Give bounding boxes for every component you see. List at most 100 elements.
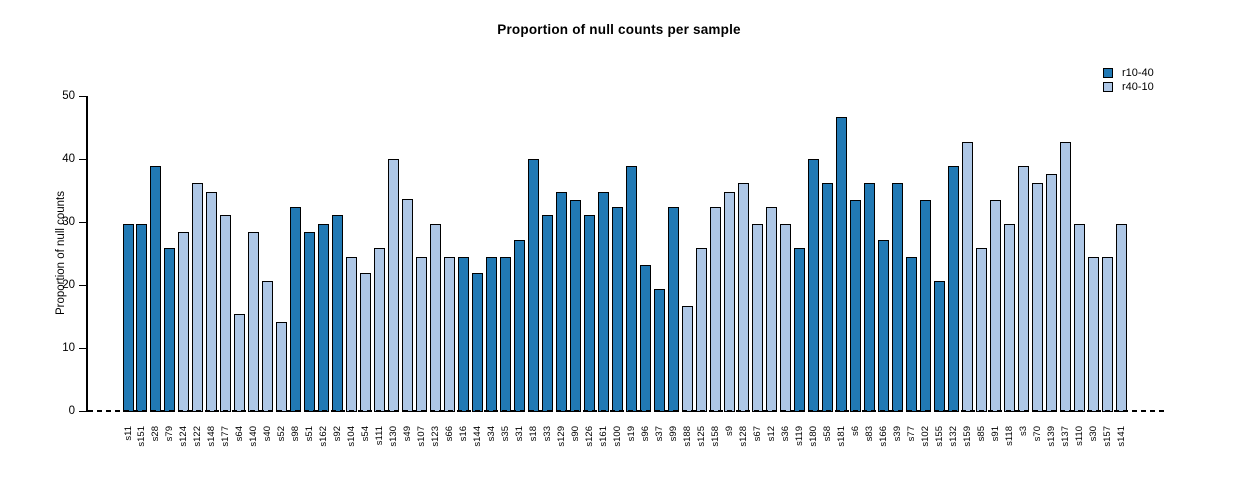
x-tick-label-s70: s70: [1031, 426, 1043, 442]
bar-s124: [178, 232, 190, 412]
bar-s119: [794, 248, 806, 412]
x-tick-label-s151: s151: [136, 426, 148, 447]
x-tick-label-s36: s36: [780, 426, 792, 442]
legend-item-r10-40: r10-40: [1103, 66, 1154, 80]
legend-label-r40-10: r40-10: [1122, 80, 1154, 93]
x-tick-label-s9: s9: [724, 426, 736, 437]
y-tick-label-20: 20: [62, 279, 75, 292]
y-tick-label-50: 50: [62, 90, 75, 103]
x-tick-label-s91: s91: [989, 426, 1001, 442]
x-tick-label-s166: s166: [877, 426, 889, 447]
bar-s51: [304, 232, 316, 412]
x-tick-label-s122: s122: [192, 426, 204, 447]
bar-s92: [332, 215, 344, 412]
x-tick-label-s107: s107: [416, 426, 428, 447]
y-tick-label-30: 30: [62, 216, 75, 229]
x-tick-label-s12: s12: [766, 426, 778, 442]
x-tick-label-s64: s64: [234, 426, 246, 442]
bar-s118: [1003, 224, 1015, 412]
bar-s188: [682, 306, 694, 412]
x-tick-label-s111: s111: [374, 426, 386, 446]
bar-s126: [584, 215, 596, 412]
bar-s130: [388, 158, 400, 412]
x-tick-label-s54: s54: [360, 426, 372, 442]
x-tick-label-s19: s19: [626, 426, 638, 442]
x-tick-label-s161: s161: [598, 426, 610, 447]
x-tick-label-s39: s39: [891, 426, 903, 442]
bar-s159: [961, 142, 973, 412]
x-tick-label-s140: s140: [248, 426, 260, 447]
bar-s177: [220, 215, 232, 412]
x-tick-label-s85: s85: [975, 426, 987, 442]
bar-s64: [234, 314, 246, 412]
x-tick-label-s83: s83: [863, 426, 875, 442]
x-tick-label-s110: s110: [1073, 426, 1085, 446]
bar-s83: [863, 182, 875, 412]
bar-s33: [542, 215, 554, 412]
x-tick-label-s98: s98: [290, 426, 302, 442]
bar-s111: [374, 248, 386, 412]
x-tick-label-s141: s141: [1115, 426, 1127, 447]
legend-swatch-r10-40: [1103, 68, 1113, 78]
bar-s158: [710, 207, 722, 412]
bar-s110: [1073, 224, 1085, 412]
bar-s140: [248, 232, 260, 412]
bar-s166: [877, 240, 889, 412]
bar-s37: [654, 289, 666, 412]
x-tick-label-s177: s177: [220, 426, 232, 447]
y-tick-50: [79, 95, 87, 98]
x-tick-label-s155: s155: [933, 426, 945, 447]
bar-s125: [696, 248, 708, 412]
y-tick-0: [79, 410, 87, 413]
y-tick-20: [79, 284, 87, 287]
x-tick-label-s16: s16: [458, 426, 470, 442]
bar-s155: [933, 280, 945, 412]
bar-s3: [1017, 166, 1029, 412]
x-tick-label-s35: s35: [500, 426, 512, 442]
bar-s30: [1087, 257, 1099, 412]
bar-s122: [192, 182, 204, 412]
bar-s85: [975, 248, 987, 412]
bar-s162: [318, 223, 330, 412]
x-tick-label-s158: s158: [710, 426, 722, 447]
x-tick-label-s67: s67: [752, 426, 764, 442]
bar-s96: [640, 264, 652, 412]
x-tick-label-s123: s123: [430, 426, 442, 447]
bar-s132: [947, 166, 959, 412]
x-tick-label-s77: s77: [905, 426, 917, 442]
x-tick-label-s125: s125: [696, 426, 708, 447]
bar-s161: [598, 191, 610, 412]
bar-s70: [1031, 182, 1043, 412]
bar-s180: [808, 158, 819, 412]
x-tick-label-s148: s148: [206, 426, 218, 447]
bar-s54: [360, 272, 372, 412]
legend-label-r10-40: r10-40: [1122, 66, 1154, 79]
x-tick-label-s34: s34: [486, 426, 498, 442]
bar-s77: [905, 257, 917, 412]
bar-s139: [1045, 174, 1057, 412]
bar-s34: [486, 257, 498, 412]
bar-s11: [122, 224, 134, 412]
bar-s99: [668, 207, 680, 412]
y-tick-label-0: 0: [68, 405, 75, 418]
bar-s91: [989, 199, 1001, 412]
x-tick-label-s100: s100: [612, 426, 624, 447]
x-tick-label-s188: s188: [682, 426, 694, 447]
x-tick-label-s92: s92: [332, 426, 344, 442]
x-tick-label-s96: s96: [640, 426, 652, 442]
bar-s100: [612, 207, 624, 412]
x-tick-label-s104: s104: [346, 426, 358, 447]
legend-swatch-r40-10: [1103, 82, 1113, 92]
bar-s128: [738, 182, 750, 412]
bar-s123: [430, 224, 442, 412]
x-tick-label-s129: s129: [556, 426, 568, 447]
x-tick-label-s30: s30: [1087, 426, 1099, 442]
bar-s144: [472, 272, 484, 412]
x-tick-label-s11: s11: [122, 426, 134, 441]
x-tick-label-s180: s180: [808, 426, 819, 447]
bar-s67: [752, 224, 764, 412]
x-tick-label-s144: s144: [472, 426, 484, 447]
x-tick-label-s124: s124: [178, 426, 190, 447]
bar-s129: [556, 191, 568, 412]
bar-s90: [570, 199, 582, 412]
